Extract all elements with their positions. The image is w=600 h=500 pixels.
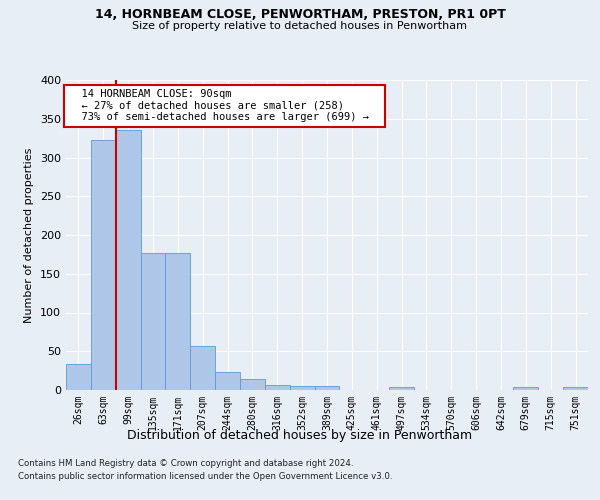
Bar	[215, 372, 240, 390]
Y-axis label: Number of detached properties: Number of detached properties	[25, 148, 34, 322]
Bar	[166, 253, 190, 390]
Bar	[91, 140, 116, 390]
Bar	[240, 379, 265, 390]
Text: 14, HORNBEAM CLOSE, PENWORTHAM, PRESTON, PR1 0PT: 14, HORNBEAM CLOSE, PENWORTHAM, PRESTON,…	[95, 8, 505, 20]
Bar	[116, 130, 140, 390]
Text: Distribution of detached houses by size in Penwortham: Distribution of detached houses by size …	[127, 428, 473, 442]
Bar	[563, 387, 588, 390]
Bar	[265, 386, 290, 390]
Text: 14 HORNBEAM CLOSE: 90sqm  
  ← 27% of detached houses are smaller (258)  
  73% : 14 HORNBEAM CLOSE: 90sqm ← 27% of detach…	[68, 90, 381, 122]
Bar	[290, 386, 314, 390]
Bar	[66, 364, 91, 390]
Bar	[314, 386, 340, 390]
Bar	[140, 253, 166, 390]
Bar	[190, 346, 215, 390]
Text: Contains public sector information licensed under the Open Government Licence v3: Contains public sector information licen…	[18, 472, 392, 481]
Bar	[389, 387, 414, 390]
Bar	[514, 387, 538, 390]
Text: Contains HM Land Registry data © Crown copyright and database right 2024.: Contains HM Land Registry data © Crown c…	[18, 458, 353, 468]
Text: Size of property relative to detached houses in Penwortham: Size of property relative to detached ho…	[133, 21, 467, 31]
